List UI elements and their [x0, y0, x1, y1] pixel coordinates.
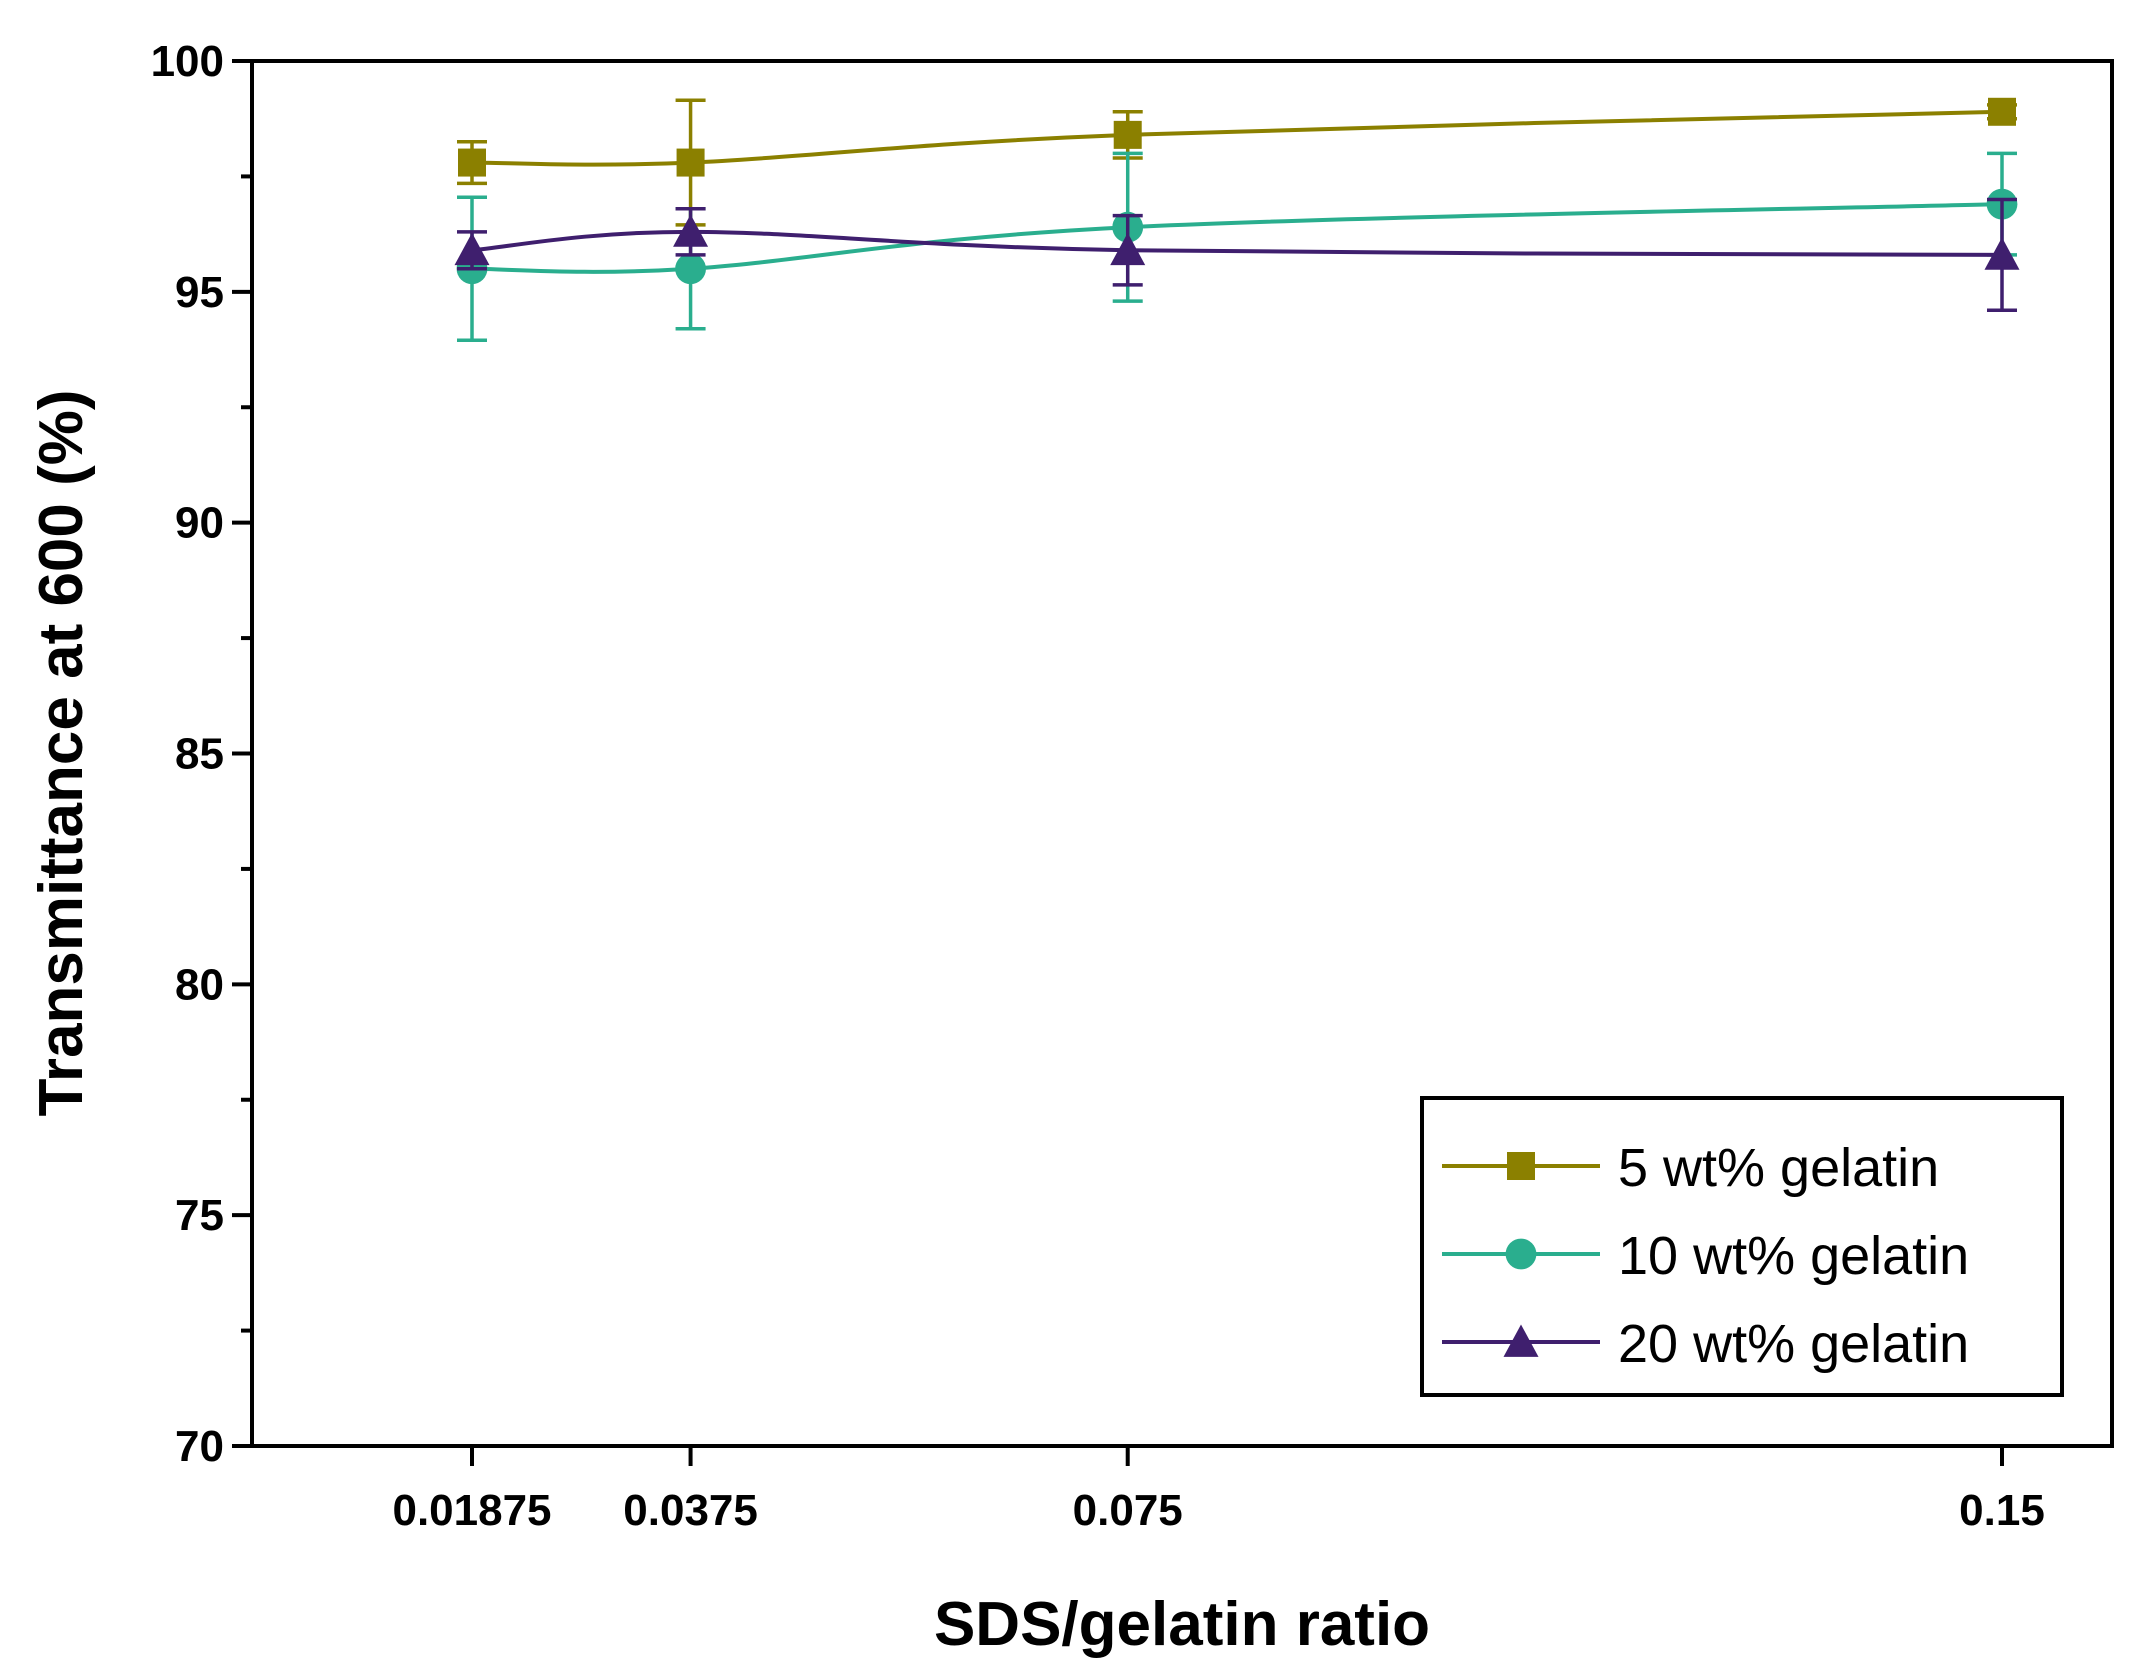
- y-tick-label: 80: [175, 960, 224, 1009]
- series-1: [457, 97, 2017, 227]
- series-line: [471, 202, 2003, 274]
- data-point: [1984, 237, 2020, 270]
- x-tick-label: 0.075: [1073, 1486, 1183, 1535]
- x-tick-label: 0.15: [1959, 1486, 2045, 1535]
- y-axis-ticks: 70 75 80 85 90 95 100: [151, 37, 252, 1471]
- data-point: [676, 148, 705, 177]
- series-3: [454, 197, 2020, 313]
- series-line: [471, 109, 2003, 167]
- series-layer: [454, 97, 2020, 343]
- x-axis-ticks: 0.01875 0.0375 0.075 0.15: [392, 1446, 2045, 1535]
- data-point: [673, 214, 709, 247]
- y-tick-label: 75: [175, 1191, 224, 1240]
- legend-label: 5 wt% gelatin: [1618, 1138, 1939, 1198]
- legend-label: 10 wt% gelatin: [1618, 1226, 1969, 1286]
- y-tick-label: 95: [175, 268, 224, 317]
- y-tick-label: 90: [175, 499, 224, 548]
- x-tick-label: 0.0375: [623, 1486, 758, 1535]
- legend-marker: [1503, 1324, 1539, 1357]
- legend-marker: [1505, 1238, 1537, 1270]
- legend-item: 20 wt% gelatin: [1442, 1314, 1969, 1374]
- data-point: [458, 148, 486, 177]
- y-tick-label: 100: [151, 37, 224, 86]
- x-axis-title: SDS/gelatin ratio: [934, 1590, 1430, 1659]
- data-point: [1110, 232, 1146, 266]
- data-point: [675, 253, 706, 285]
- y-tick-label: 70: [175, 1422, 224, 1471]
- legend-marker: [1507, 1152, 1535, 1180]
- series-line: [471, 229, 2003, 257]
- legend-item: 10 wt% gelatin: [1442, 1226, 1969, 1286]
- legend-item: 5 wt% gelatin: [1442, 1138, 1939, 1198]
- y-axis-title: Transmittance at 600 (%): [27, 389, 96, 1116]
- legend: 5 wt% gelatin 10 wt% gelatin 20 wt% gelati…: [1420, 1096, 2064, 1397]
- y-tick-label: 85: [175, 730, 224, 779]
- legend-label: 20 wt% gelatin: [1618, 1314, 1969, 1374]
- data-point: [454, 232, 490, 266]
- data-point: [1988, 97, 2016, 126]
- x-tick-label: 0.01875: [392, 1486, 551, 1535]
- data-point: [1113, 120, 1142, 149]
